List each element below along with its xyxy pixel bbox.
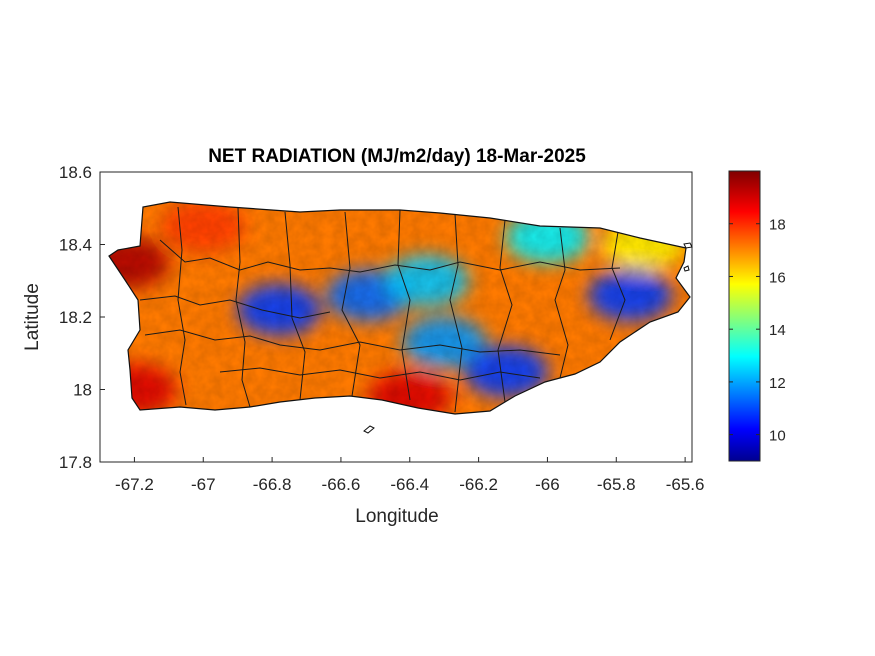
x-tick-label: -67 — [191, 475, 216, 494]
y-axis: 17.8 18 18.2 18.4 18.6 — [59, 163, 105, 472]
colorbar-tick-label: 12 — [769, 375, 786, 392]
colorbar — [728, 170, 761, 462]
y-tick-label: 18.6 — [59, 163, 92, 182]
y-axis-title: Latitude — [22, 283, 43, 351]
y-tick-label: 17.8 — [59, 453, 92, 472]
islet-east — [683, 242, 693, 249]
municipality-boundary — [219, 367, 541, 381]
islet-east-2 — [683, 265, 690, 272]
x-tick-label: -65.8 — [597, 475, 636, 494]
municipality-boundary — [144, 329, 561, 356]
municipality-boundary — [177, 206, 187, 406]
x-tick-label: -66.6 — [322, 475, 361, 494]
municipality-boundary — [397, 209, 411, 401]
municipality-boundary — [341, 211, 361, 397]
islet-caja-de-muertos — [363, 425, 375, 434]
x-tick-label: -66.2 — [459, 475, 498, 494]
municipality-boundary — [497, 219, 513, 403]
x-tick-label: -66 — [535, 475, 560, 494]
y-tick-label: 18.4 — [59, 236, 92, 255]
chart-title: NET RADIATION (MJ/m2/day) 18-Mar-2025 — [208, 146, 586, 167]
municipality-boundary — [159, 239, 621, 273]
x-tick-label: -66.8 — [253, 475, 292, 494]
y-tick-label: 18.2 — [59, 308, 92, 327]
x-tick-label: -66.4 — [390, 475, 429, 494]
x-tick-label: -65.6 — [666, 475, 705, 494]
colorbar-tick-label: 14 — [769, 322, 786, 339]
municipality-boundary — [139, 295, 331, 319]
island-outline — [108, 201, 691, 415]
x-tick-label: -67.2 — [115, 475, 154, 494]
colorbar-tick-label: 10 — [769, 428, 786, 445]
x-axis: -67.2 -67 -66.8 -66.6 -66.4 -66.2 -66 -65.8 -65.… — [115, 457, 704, 494]
municipality-boundary — [284, 211, 306, 401]
y-tick-label: 18 — [73, 381, 92, 400]
colorbar-tick-label: 18 — [769, 217, 786, 234]
colorbar-tick-label: 16 — [769, 269, 786, 286]
colorbar-ticks: 10 12 14 16 18 — [729, 217, 786, 445]
municipality-boundary — [235, 207, 251, 408]
municipality-boundary — [609, 231, 626, 341]
municipality-boundary — [449, 213, 463, 413]
municipality-boundary — [554, 227, 569, 379]
x-axis-title: Longitude — [355, 506, 438, 527]
